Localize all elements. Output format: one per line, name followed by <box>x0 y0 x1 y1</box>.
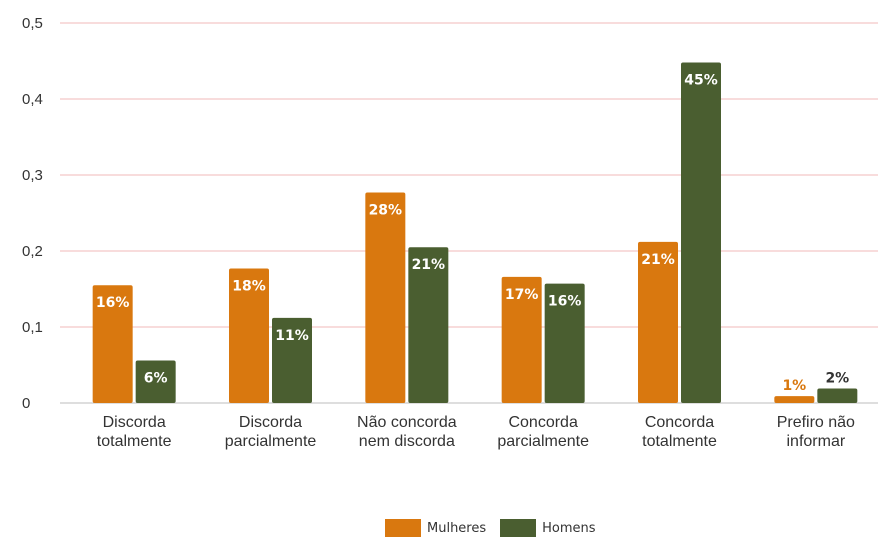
y-tick-label: 0,4 <box>22 91 43 108</box>
y-tick-label: 0,5 <box>22 15 43 32</box>
x-tick-label: Concorda <box>645 414 714 431</box>
bar-mulheres-1 <box>229 268 269 403</box>
bar-mulheres-3 <box>501 276 542 403</box>
legend-item-mulheres: Mulheres <box>385 519 486 537</box>
data-label-homens-5: 2% <box>825 371 849 387</box>
y-tick-label: 0,3 <box>22 167 43 184</box>
data-label-mulheres-5: 1% <box>782 378 806 394</box>
bar-homens-4 <box>681 62 721 404</box>
x-tick-label: Discorda <box>239 414 302 431</box>
bar-homens-3 <box>544 283 585 403</box>
x-tick-label: Discorda <box>103 414 166 431</box>
data-label-homens-3: 16% <box>548 294 582 310</box>
legend: Mulheres Homens <box>385 519 610 537</box>
bar-mulheres-2 <box>365 192 406 403</box>
x-tick-label: Não concorda <box>357 414 457 431</box>
data-label-mulheres-4: 21% <box>641 252 675 268</box>
x-tick-label: totalmente <box>642 433 717 450</box>
data-label-mulheres-2: 28% <box>369 202 403 218</box>
bar-mulheres-0 <box>92 285 133 403</box>
y-tick-label: 0 <box>22 395 30 412</box>
data-label-mulheres-1: 18% <box>232 278 266 294</box>
bar-mulheres-5 <box>774 396 815 403</box>
x-tick-label: Concorda <box>508 414 577 431</box>
x-tick-label: parcialmente <box>497 433 589 450</box>
x-tick-label: Prefiro não <box>777 414 855 431</box>
data-label-mulheres-0: 16% <box>96 295 130 311</box>
x-tick-label: parcialmente <box>225 433 317 450</box>
data-label-homens-4: 45% <box>684 73 718 89</box>
bar-homens-1 <box>272 317 312 403</box>
data-label-homens-1: 11% <box>275 328 309 344</box>
y-tick-label: 0,1 <box>22 319 43 336</box>
data-label-mulheres-3: 17% <box>505 287 539 303</box>
x-tick-label: totalmente <box>97 433 172 450</box>
legend-item-homens: Homens <box>500 519 596 537</box>
bar-homens-0 <box>135 360 176 403</box>
y-tick-label: 0,2 <box>22 243 43 260</box>
bar-homens-5 <box>817 388 858 403</box>
x-tick-label: nem discorda <box>359 433 455 450</box>
data-label-homens-2: 21% <box>412 257 446 273</box>
legend-swatch-mulheres <box>385 519 421 537</box>
legend-swatch-homens <box>500 519 537 537</box>
x-tick-label: informar <box>786 433 845 450</box>
bar-homens-2 <box>408 247 449 403</box>
legend-label-mulheres: Mulheres <box>427 520 487 536</box>
bar-mulheres-4 <box>638 241 678 403</box>
data-label-homens-0: 6% <box>144 370 168 386</box>
legend-label-homens: Homens <box>542 520 596 536</box>
